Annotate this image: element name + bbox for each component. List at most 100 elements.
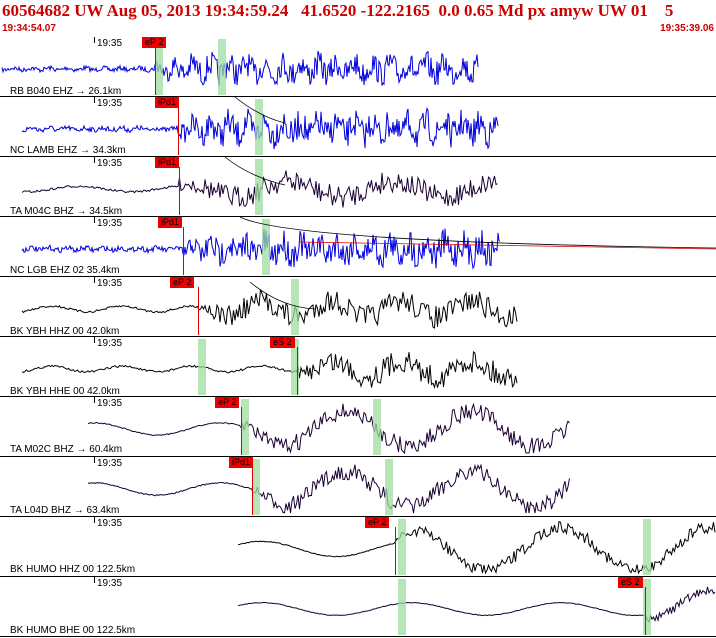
- arrival-window-band: [252, 459, 260, 515]
- arrival-window-band: [291, 339, 299, 395]
- trace-row[interactable]: 19:35 BK YBH HHZ 00 42.0km eP 2: [0, 277, 716, 337]
- pick-flag[interactable]: eS 2: [270, 337, 295, 348]
- arrival-window-band: [373, 399, 381, 455]
- station-label: NC LGB EHZ 02 35.4km: [10, 265, 120, 276]
- waveform: [237, 586, 716, 623]
- time-tick-mark: [94, 157, 95, 163]
- trace-row[interactable]: 19:35 NC LAMB EHZ → 34.3km iPd1: [0, 97, 716, 157]
- pick-flag[interactable]: eP 2: [365, 517, 390, 528]
- time-tick-label: 19:35: [97, 338, 123, 349]
- pick-flag[interactable]: iPd1: [158, 217, 183, 228]
- time-tick-label: 19:35: [97, 578, 123, 589]
- pick-line: [179, 167, 180, 215]
- arrival-window-band: [155, 39, 163, 95]
- waveform: [237, 520, 716, 575]
- time-tick-label: 19:35: [97, 38, 123, 49]
- pick-line: [395, 527, 396, 575]
- arrival-window-band: [262, 219, 270, 275]
- trace-row[interactable]: 19:35 RB B040 EHZ → 26.1km eP 2: [0, 37, 716, 97]
- window-start-time: 19:34:54.07: [2, 23, 56, 34]
- waveform-trace: [21, 350, 518, 390]
- pick-flag[interactable]: eP 2: [142, 37, 167, 48]
- station-label: TA M02C BHZ → 60.4km: [10, 444, 123, 455]
- arrival-window-band: [398, 579, 406, 635]
- trace-row[interactable]: 19:35 BK HUMO HHZ 00 122.5km eP 2: [0, 517, 716, 577]
- arrival-window-band: [385, 459, 393, 515]
- time-tick-mark: [94, 577, 95, 583]
- waveform: [1, 50, 479, 86]
- station-label: TA L04D BHZ → 63.4km: [10, 505, 120, 516]
- station-label: RB B040 EHZ → 26.1km: [10, 86, 122, 97]
- waveform: [21, 350, 518, 390]
- trace-row[interactable]: 19:35 TA L04D BHZ → 63.4km iPd1: [0, 457, 716, 517]
- waveform: [87, 463, 570, 514]
- time-tick-label: 19:35: [97, 218, 123, 229]
- time-tick-mark: [94, 277, 95, 283]
- trace-row[interactable]: 19:35 BK YBH HHE 00 42.0km eS 2: [0, 337, 716, 397]
- pick-line: [183, 227, 184, 275]
- station-label: NC LAMB EHZ → 34.3km: [10, 145, 126, 156]
- waveform-trace: [237, 520, 716, 575]
- time-tick-label: 19:35: [97, 98, 123, 109]
- time-tick-label: 19:35: [97, 398, 123, 409]
- time-tick-mark: [94, 517, 95, 523]
- pick-flag[interactable]: eP 2: [170, 277, 195, 288]
- pick-flag[interactable]: iPd1: [155, 97, 180, 108]
- time-tick-mark: [94, 397, 95, 403]
- waveform-trace: [21, 228, 501, 270]
- pick-line: [198, 287, 199, 335]
- pick-line: [155, 47, 156, 95]
- trace-separator: [0, 456, 716, 457]
- arrival-window-band: [241, 399, 249, 455]
- trace-separator: [0, 636, 716, 637]
- pick-flag[interactable]: iPd1: [155, 157, 180, 168]
- waveform: [87, 402, 570, 455]
- event-summary: 60564682 UW Aug 05, 2013 19:34:59.24 41.…: [2, 1, 674, 20]
- time-tick-mark: [94, 217, 95, 223]
- station-label: BK HUMO BHE 00 122.5km: [10, 625, 136, 636]
- pick-line: [252, 467, 253, 515]
- pick-flag[interactable]: eP 2: [215, 397, 240, 408]
- trace-separator: [0, 516, 716, 517]
- station-label: BK HUMO HHZ 00 122.5km: [10, 564, 136, 575]
- arrival-window-band: [198, 339, 206, 395]
- trace-row[interactable]: 19:35 TA M02C BHZ → 60.4km eP 2: [0, 397, 716, 457]
- trace-row[interactable]: 19:35 TA M04C BHZ → 34.5km iPd1: [0, 157, 716, 217]
- arrival-window-band: [255, 99, 263, 155]
- time-tick-mark: [94, 37, 95, 43]
- trace-separator: [0, 156, 716, 157]
- time-tick-label: 19:35: [97, 518, 123, 529]
- station-label: BK YBH HHE 00 42.0km: [10, 386, 120, 397]
- time-tick-label: 19:35: [97, 158, 123, 169]
- pick-line: [241, 407, 242, 455]
- time-tick-label: 19:35: [97, 458, 123, 469]
- time-tick-label: 19:35: [97, 278, 123, 289]
- pick-flag[interactable]: eS 2: [618, 577, 643, 588]
- arrival-window-band: [255, 159, 263, 215]
- trace-separator: [0, 276, 716, 277]
- trace-row[interactable]: 19:35 BK HUMO BHE 00 122.5km eS 2: [0, 577, 716, 637]
- pick-flag[interactable]: iPd1: [229, 457, 254, 468]
- waveform-trace: [21, 289, 518, 329]
- arrival-window-band: [643, 519, 651, 575]
- trace-panel[interactable]: 19:35 RB B040 EHZ → 26.1km eP 2 19:35 NC…: [0, 37, 716, 638]
- pick-line: [178, 107, 179, 155]
- waveform-trace: [237, 586, 716, 623]
- trace-separator: [0, 576, 716, 577]
- waveform-trace: [87, 402, 570, 455]
- time-tick-mark: [94, 337, 95, 343]
- arrival-window-band: [291, 279, 299, 335]
- station-label: TA M04C BHZ → 34.5km: [10, 206, 123, 217]
- waveform-trace: [1, 50, 479, 86]
- window-end-time: 19:35:39.06: [660, 23, 714, 34]
- trace-separator: [0, 396, 716, 397]
- station-label: BK YBH HHZ 00 42.0km: [10, 326, 120, 337]
- arrival-window-band: [398, 519, 406, 575]
- trace-separator: [0, 96, 716, 97]
- trace-separator: [0, 336, 716, 337]
- trace-row[interactable]: 19:35 NC LGB EHZ 02 35.4km iPd1: [0, 217, 716, 277]
- event-header: 60564682 UW Aug 05, 2013 19:34:59.24 41.…: [0, 0, 716, 36]
- time-tick-mark: [94, 97, 95, 103]
- time-tick-mark: [94, 457, 95, 463]
- pick-line: [297, 347, 298, 395]
